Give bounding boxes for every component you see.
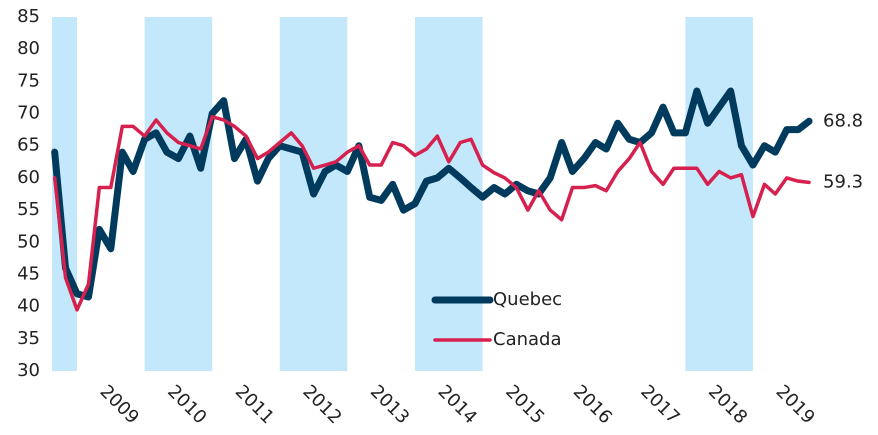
y-tick-label: 55	[17, 199, 40, 220]
y-tick-label: 80	[17, 38, 40, 59]
x-tick: 2015	[501, 381, 548, 428]
legend-label: Quebec	[493, 289, 562, 310]
y-tick-label: 30	[17, 360, 40, 381]
x-tick: 2012	[298, 381, 345, 428]
x-tick-label: 2016	[569, 381, 616, 428]
x-tick: 2019	[772, 381, 819, 428]
legend-label: Canada	[493, 329, 562, 350]
x-tick-label: 2014	[434, 381, 481, 428]
x-tick: 2018	[704, 381, 751, 428]
y-tick-label: 35	[17, 328, 40, 349]
x-tick: 2010	[163, 381, 210, 428]
x-tick-label: 2010	[163, 381, 210, 428]
y-tick-label: 85	[17, 6, 40, 27]
series-line	[51, 87, 813, 301]
y-tick-label: 65	[17, 135, 40, 156]
x-tick-label: 2015	[501, 381, 548, 428]
shaded-band	[414, 17, 483, 371]
y-tick-label: 60	[17, 167, 40, 188]
end-value-label: 59.3	[823, 171, 863, 192]
x-tick: 2016	[569, 381, 616, 428]
x-tick: 2013	[366, 381, 413, 428]
shaded-band	[685, 17, 753, 371]
x-tick: 2014	[434, 381, 481, 428]
x-tick: 2011	[231, 381, 278, 428]
x-tick-label: 2009	[96, 381, 143, 428]
y-tick-label: 70	[17, 103, 40, 124]
y-tick-label: 75	[17, 70, 40, 91]
series-line	[52, 115, 811, 312]
y-tick-label: 45	[17, 263, 40, 284]
y-tick-label: 40	[17, 296, 40, 317]
x-tick: 2009	[96, 381, 143, 428]
x-tick: 2017	[636, 381, 683, 428]
x-tick-label: 2012	[298, 381, 345, 428]
x-tick-label: 2011	[231, 381, 278, 428]
y-tick-label: 50	[17, 231, 40, 252]
x-tick-label: 2018	[704, 381, 751, 428]
x-tick-label: 2013	[366, 381, 413, 428]
shaded-band	[144, 17, 213, 371]
x-tick-label: 2017	[636, 381, 683, 428]
x-tick-label: 2019	[772, 381, 819, 428]
end-value-label: 68.8	[823, 110, 863, 131]
